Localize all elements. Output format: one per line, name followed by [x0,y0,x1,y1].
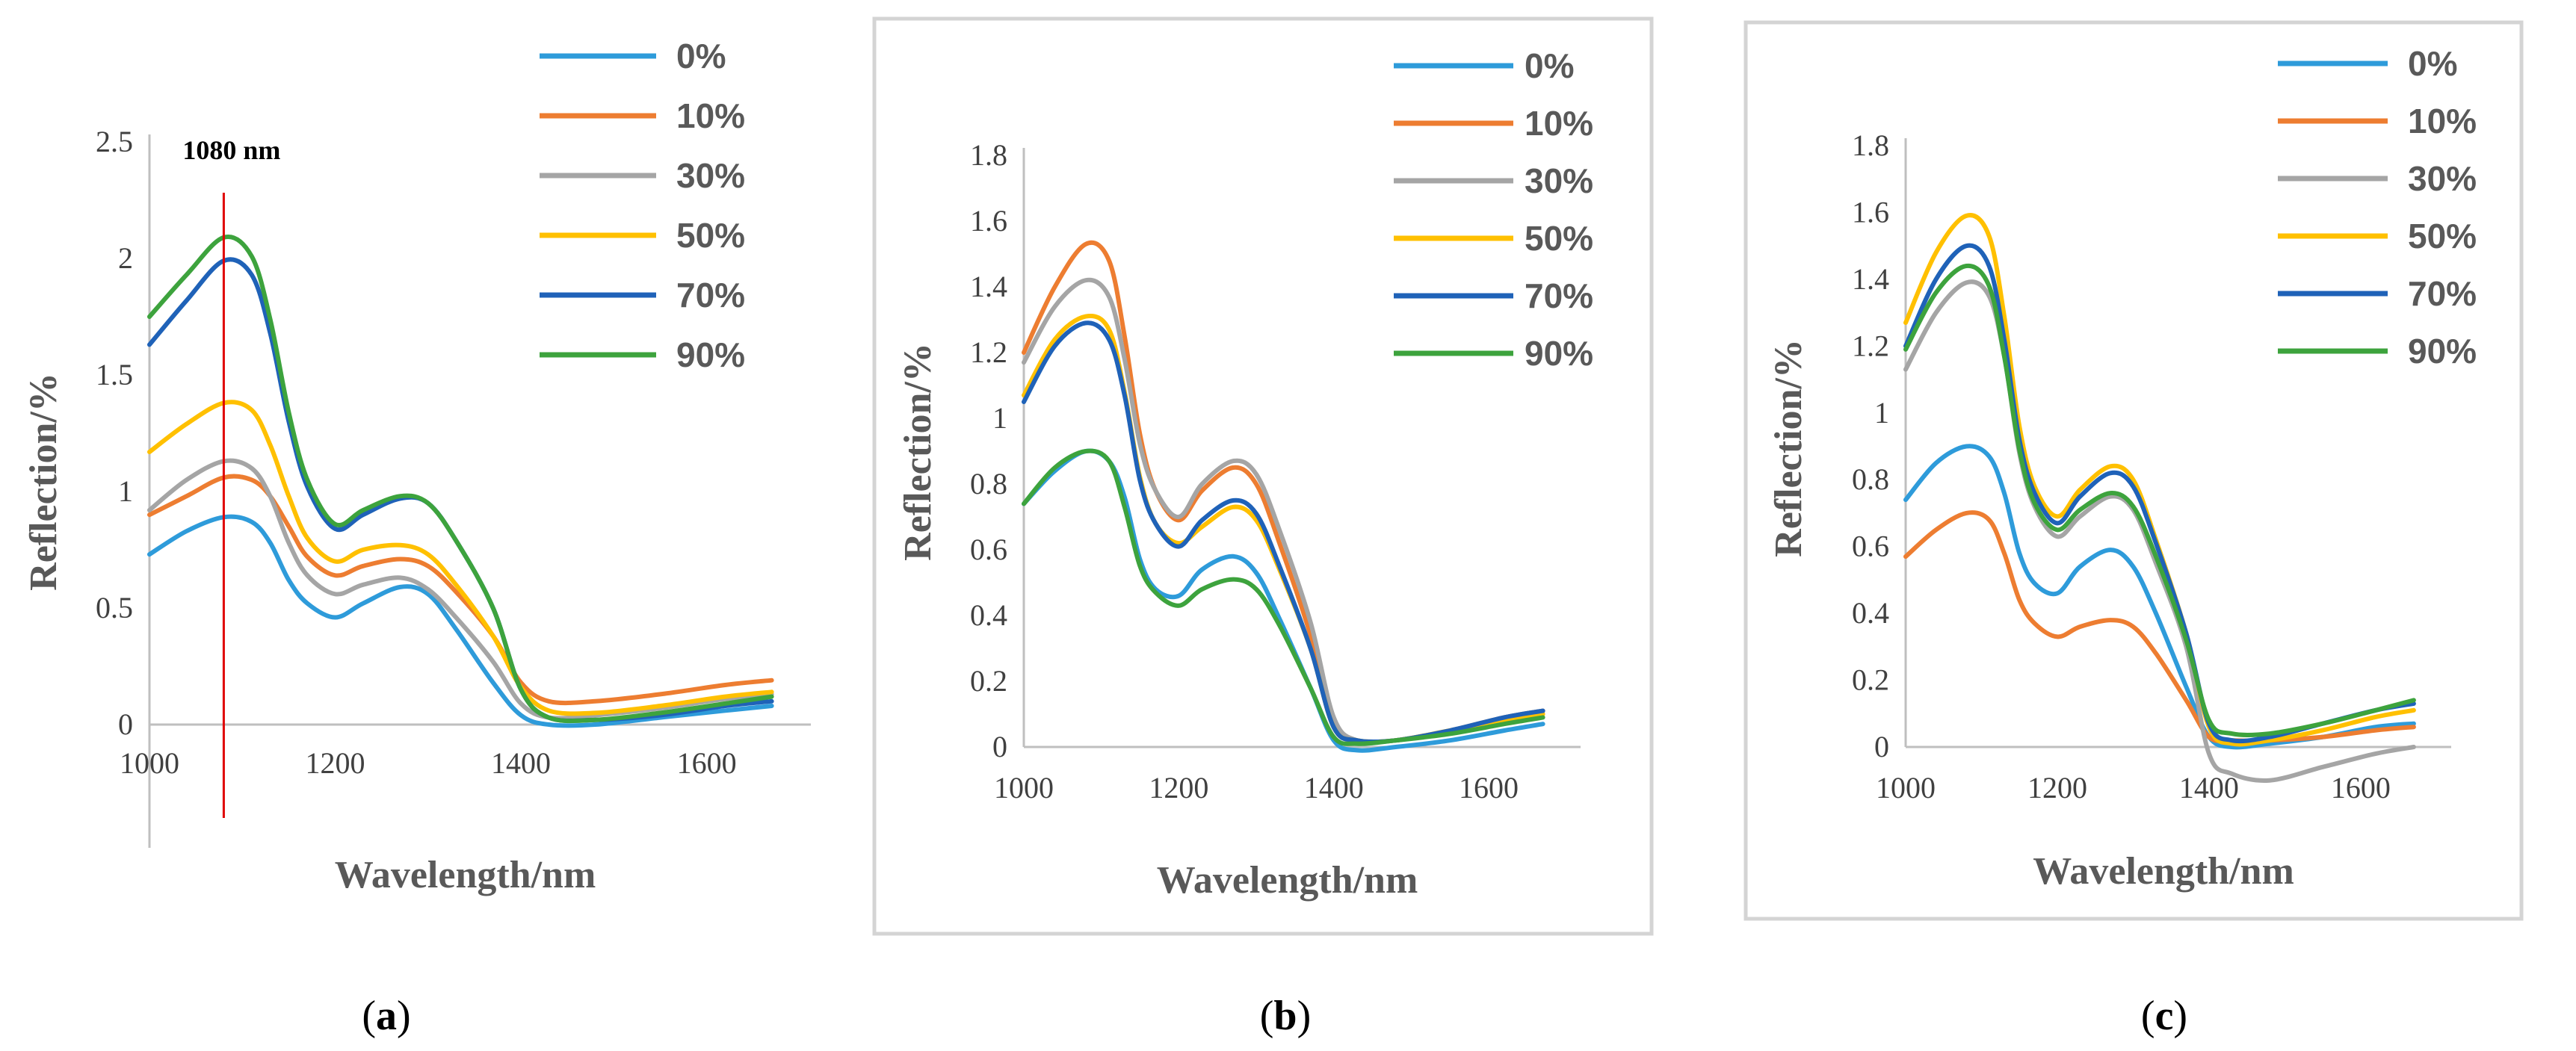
y-tick-label: 1.8 [1852,128,1889,162]
legend-label: 0% [676,37,726,75]
y-tick-label: 1 [992,401,1007,435]
y-tick-label: 0.6 [1852,530,1889,563]
y-tick-label: 1.6 [1852,195,1889,229]
chart-panel-a: 0 0.5 1 1.5 2 2.5 1000 1200 1400 1600 Wavelength/n… [22,37,811,1039]
legend-label: 50% [676,216,745,255]
legend-label: 30% [676,156,745,195]
y-tick-label: 0.2 [970,664,1007,698]
x-tick-label: 1600 [1459,771,1519,804]
legend-label: 50% [1525,219,1593,258]
legend-label: 0% [2408,44,2457,83]
y-tick-label: 0.4 [1852,596,1889,630]
y-tick-label: 0.2 [1852,663,1889,697]
x-tick-label: 1600 [677,746,737,780]
series-line-70-percent [147,257,774,723]
legend-label: 30% [2408,159,2477,198]
y-tick-label: 1.2 [1852,329,1889,362]
legend-label: 70% [2408,274,2477,313]
legend-label: 10% [2408,102,2477,140]
series-line-30-percent [1903,279,2416,783]
annotation-label: 1080 nm [182,135,280,165]
chart-panel-c: 0 0.2 0.4 0.6 0.8 1 1.2 1.4 1.6 1.8 1000 1200 1400 16… [1743,20,2524,1039]
panel-caption-letter: a [376,993,397,1039]
x-tick-label: 1400 [2179,771,2239,804]
series-line-10-percent [147,474,774,706]
x-tick-label: 1400 [1304,771,1364,804]
y-tick-label: 1.5 [96,358,133,391]
y-tick-label: 0.6 [970,533,1007,566]
y-axis-title: Reflection/% [22,373,65,591]
y-tick-label: 1.4 [970,270,1007,303]
series-line-70-percent [1903,243,2416,744]
y-tick-label: 0 [992,730,1007,763]
legend-label: 90% [1525,334,1593,373]
panel-caption: (c) [2141,993,2187,1039]
series-line-0-percent [147,514,774,728]
x-tick-label: 1000 [120,746,179,780]
legend-label: 90% [676,335,745,374]
x-axis-title: Wavelength/nm [2033,850,2294,893]
x-tick-label: 1000 [1876,771,1936,804]
y-tick-label: 2 [118,241,133,275]
legend-label: 50% [2408,217,2477,255]
x-tick-label: 1200 [306,746,365,780]
chart-panel-b: 0 0.2 0.4 0.6 0.8 1 1.2 1.4 1.6 1.8 1000 1200 1400 16… [872,16,1654,1039]
y-tick-label: 0 [1874,730,1889,763]
series-line-90-percent [1903,263,2416,738]
y-tick-label: 0.4 [970,598,1007,632]
y-tick-label: 1 [118,474,133,508]
panel-caption: (a) [362,993,410,1039]
x-axis-title: Wavelength/nm [1157,859,1418,902]
y-tick-label: 0.5 [96,591,133,624]
series-line-0-percent [1903,444,2416,750]
series-line-50-percent [1903,213,2416,747]
y-tick-label: 1.2 [970,335,1007,369]
x-axis-title: Wavelength/nm [335,854,596,896]
legend-label: 90% [2408,332,2477,371]
y-tick-label: 0 [118,707,133,741]
legend-label: 10% [1525,104,1593,143]
y-tick-label: 1.4 [1852,262,1889,296]
legend-label: 70% [1525,276,1593,315]
panel-caption-letter: c [2155,993,2174,1039]
panel-border [1743,20,2524,921]
x-tick-label: 1600 [2331,771,2391,804]
legend-label: 0% [1525,46,1574,85]
y-axis-title: Reflection/% [897,343,939,561]
x-tick-label: 1000 [994,771,1054,804]
y-tick-label: 1 [1874,396,1889,430]
x-tick-label: 1400 [491,746,551,780]
series-line-90-percent [1022,448,1545,746]
y-tick-label: 2.5 [96,125,133,158]
y-tick-label: 1.8 [970,138,1007,172]
y-tick-label: 1.6 [970,204,1007,238]
panel-caption-letter: b [1273,993,1297,1039]
x-tick-label: 1200 [2027,771,2087,804]
x-tick-label: 1200 [1149,771,1208,804]
y-axis-title: Reflection/% [1767,339,1810,557]
panel-border [872,16,1654,936]
y-tick-label: 0.8 [1852,462,1889,496]
legend-label: 70% [676,276,745,314]
panel-caption: (b) [1260,993,1311,1039]
series-line-90-percent [147,235,774,724]
y-tick-label: 0.8 [970,467,1007,500]
legend-label: 30% [1525,161,1593,200]
legend-label: 10% [676,96,745,135]
series-line-50-percent [147,400,774,716]
